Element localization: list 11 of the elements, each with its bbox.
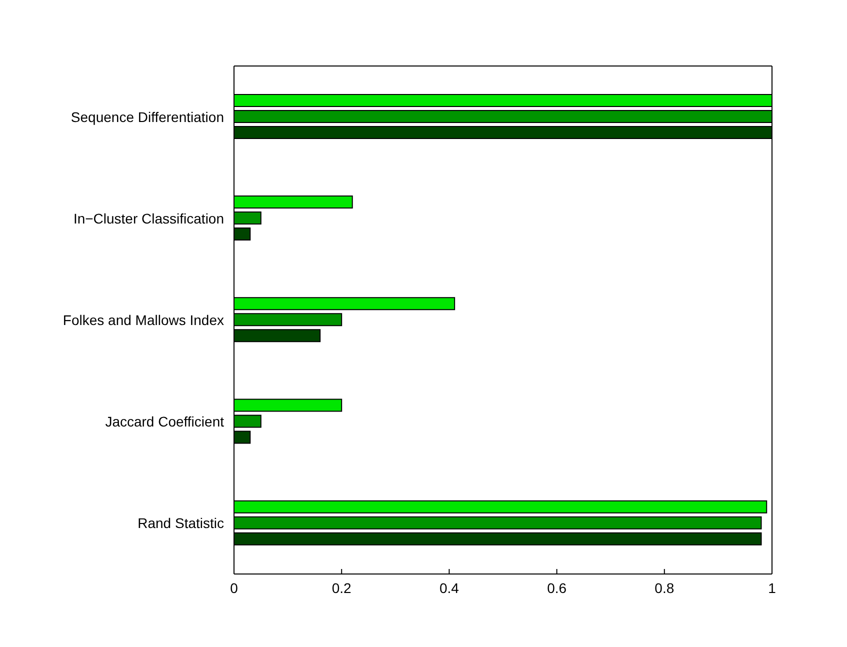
x-tick-label: 1 [768,580,776,596]
y-tick-label: Rand Statistic [138,515,224,532]
y-tick-label: Jaccard Coefficient [105,414,224,430]
x-tick-label: 0.2 [332,580,352,596]
x-tick-label: 0.8 [654,580,674,596]
x-tick-label: 0 [230,580,238,596]
y-tick-label: Folkes and Mallows Index [62,312,224,328]
y-tick-label: In−Cluster Classification [73,210,224,226]
x-tick-label: 0.6 [547,580,567,596]
x-tick-label: 0.4 [439,580,460,596]
y-tick-label: Sequence Differentiation [70,108,224,125]
